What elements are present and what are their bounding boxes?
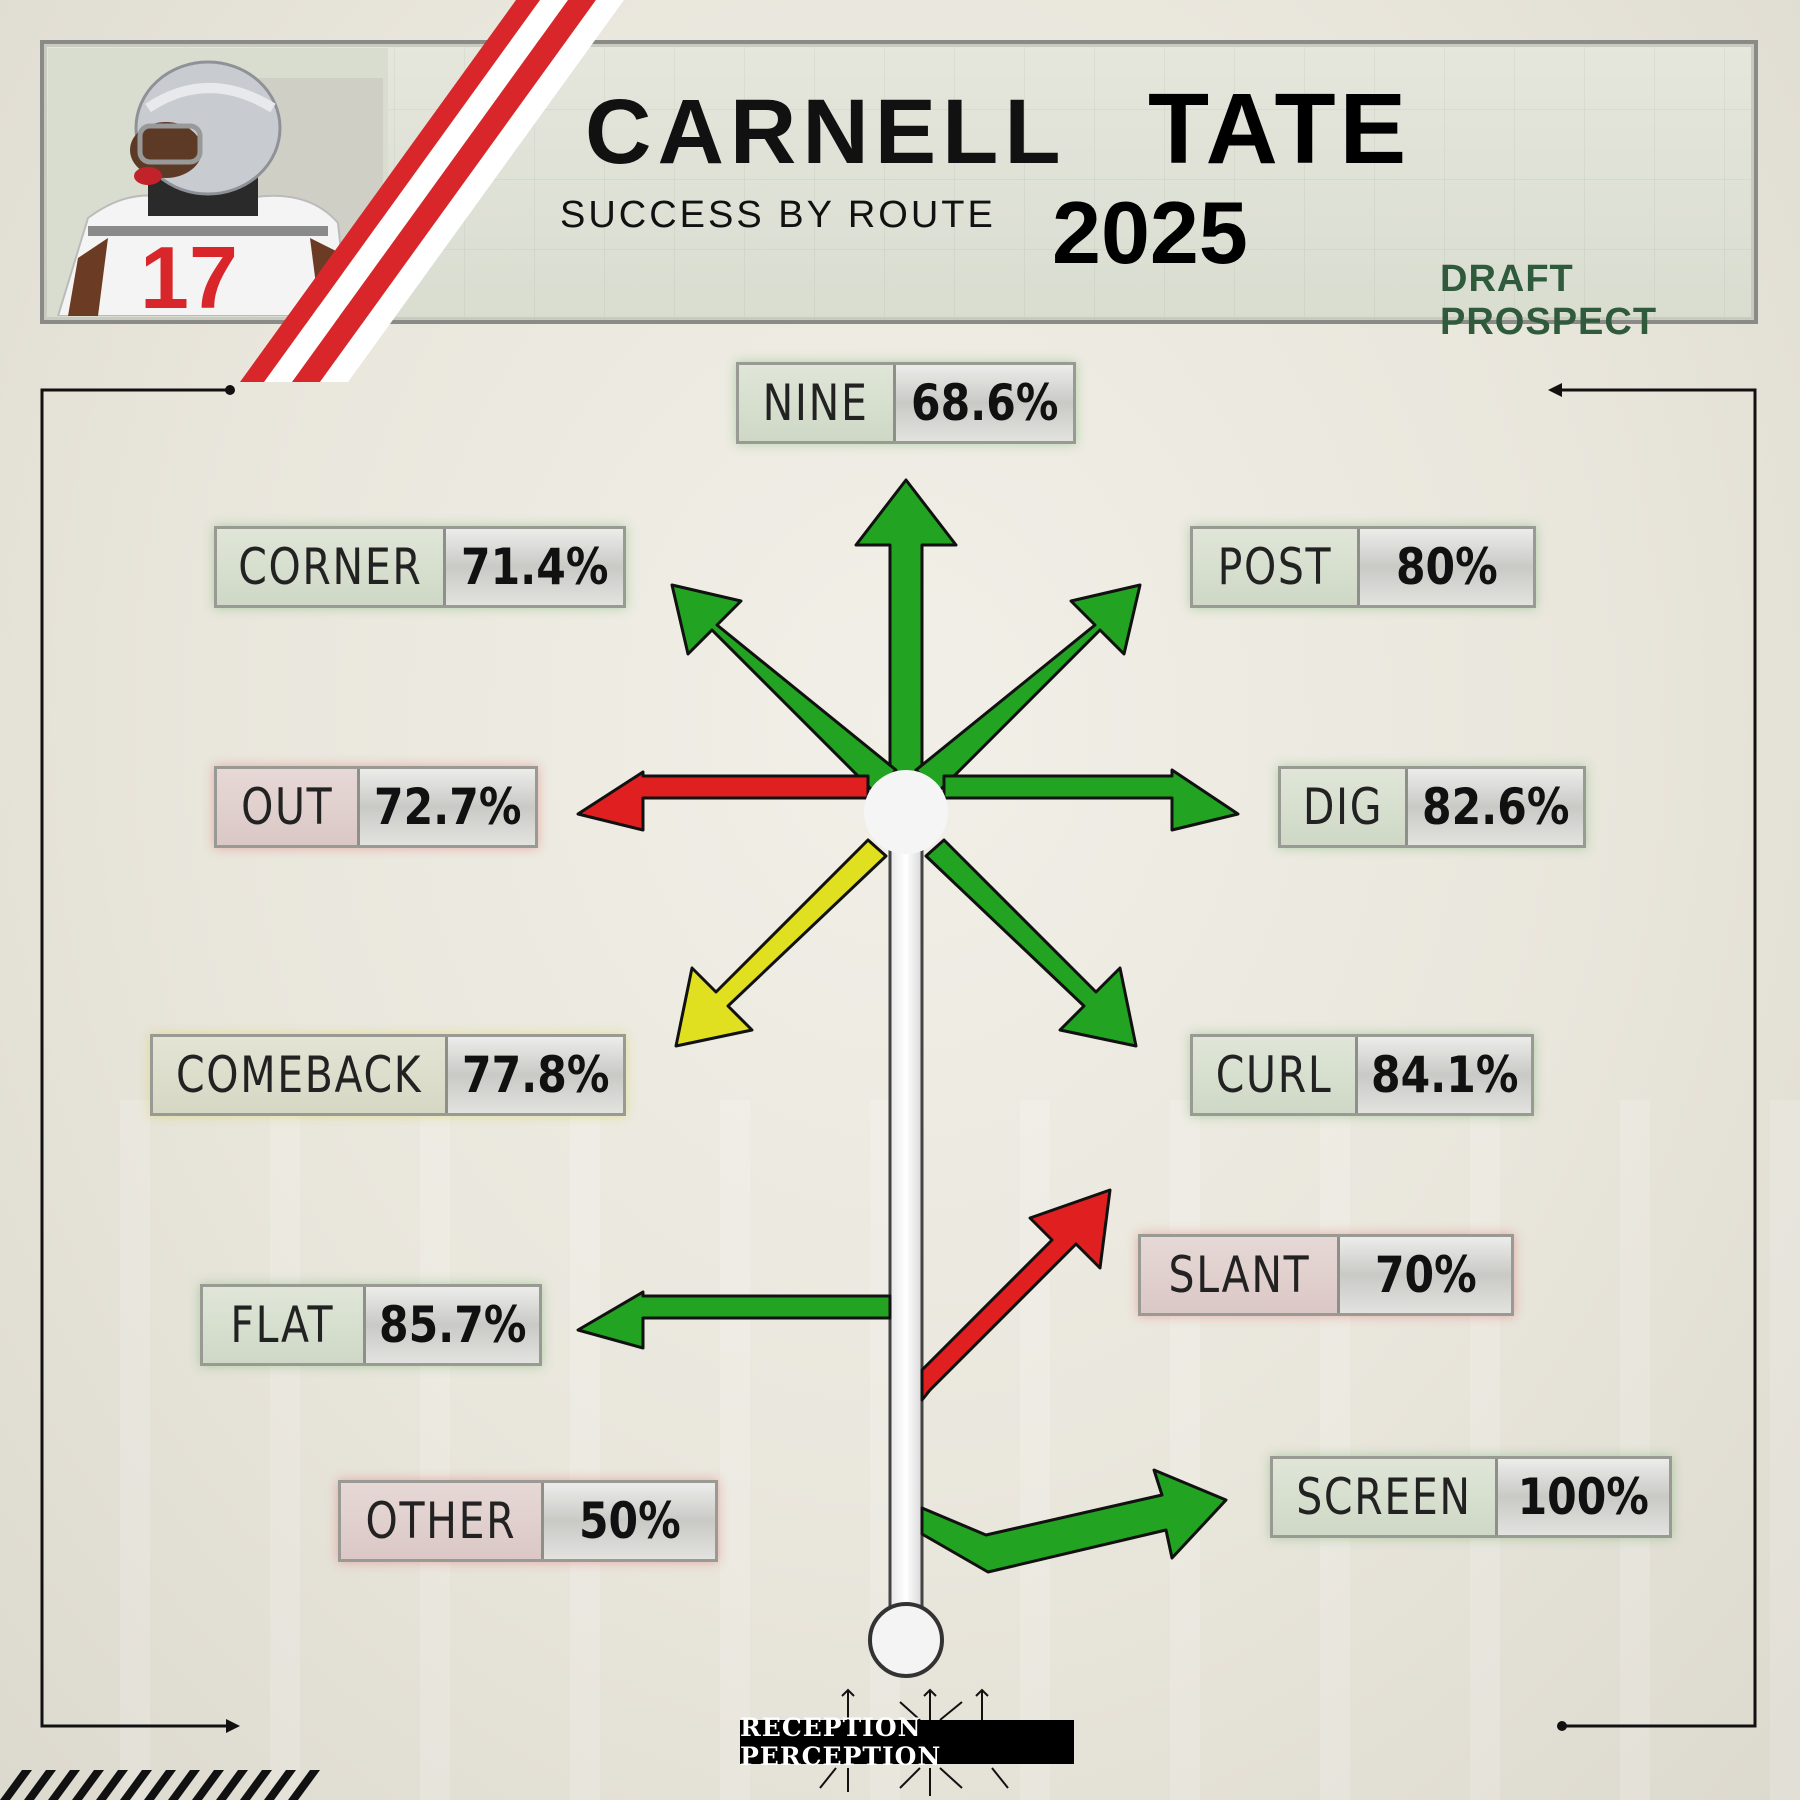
route-success-rate: 85.7% bbox=[378, 1296, 526, 1354]
route-name: COMEBACK bbox=[175, 1046, 423, 1104]
route-success-rate: 72.7% bbox=[373, 778, 522, 836]
route-label-out: OUT 72.7% bbox=[214, 766, 538, 848]
route-arrow-screen bbox=[920, 1468, 1228, 1574]
route-arrow-curl bbox=[924, 838, 1138, 1048]
player-first-name: CARNELL bbox=[585, 81, 1067, 183]
route-arrow-dig bbox=[942, 768, 1240, 832]
logo-route-arrows bbox=[819, 1688, 1009, 1796]
route-name: OUT bbox=[240, 778, 334, 836]
route-label-other: OTHER 50% bbox=[338, 1480, 718, 1562]
route-success-rate: 77.8% bbox=[461, 1046, 610, 1104]
route-name: DIG bbox=[1302, 778, 1384, 836]
route-arrow-out bbox=[576, 770, 870, 832]
route-label-corner: CORNER 71.4% bbox=[214, 526, 626, 608]
route-success-rate: 82.6% bbox=[1421, 778, 1570, 836]
chart-subtitle: SUCCESS BY ROUTE bbox=[560, 194, 996, 236]
route-name: SCREEN bbox=[1296, 1468, 1472, 1526]
player-last-name: TATE bbox=[1148, 73, 1411, 185]
route-label-flat: FLAT 85.7% bbox=[200, 1284, 542, 1366]
route-label-curl: CURL 84.1% bbox=[1190, 1034, 1534, 1116]
route-success-rate: 100% bbox=[1517, 1468, 1650, 1526]
route-label-screen: SCREEN 100% bbox=[1270, 1456, 1672, 1538]
route-arrow-post bbox=[914, 583, 1142, 794]
route-label-comeback: COMEBACK 77.8% bbox=[150, 1034, 626, 1116]
route-name: OTHER bbox=[365, 1492, 517, 1550]
route-success-rate: 50% bbox=[578, 1492, 681, 1550]
route-label-slant: SLANT 70% bbox=[1138, 1234, 1514, 1316]
route-label-nine: NINE 68.6% bbox=[736, 362, 1076, 444]
route-arrow-corner bbox=[670, 583, 898, 794]
reception-perception-logo: RECEPTION PERCEPTION bbox=[740, 1713, 1074, 1771]
route-start-dot bbox=[868, 1602, 944, 1678]
route-name: POST bbox=[1217, 538, 1333, 596]
route-arrow-comeback bbox=[674, 838, 888, 1048]
route-arrow-nine bbox=[854, 478, 958, 782]
route-success-rate: 68.6% bbox=[910, 374, 1059, 432]
route-label-post: POST 80% bbox=[1190, 526, 1536, 608]
route-success-rate: 71.4% bbox=[460, 538, 609, 596]
corner-hatching bbox=[0, 1770, 320, 1800]
route-success-rate: 80% bbox=[1395, 538, 1498, 596]
route-arrow-slant bbox=[920, 1188, 1112, 1402]
route-stem bbox=[888, 810, 924, 1634]
route-center-hub bbox=[864, 770, 948, 854]
svg-text:17: 17 bbox=[140, 228, 238, 316]
route-name: SLANT bbox=[1168, 1246, 1310, 1304]
route-success-rate: 70% bbox=[1374, 1246, 1477, 1304]
draft-prospect-tag: DRAFT PROSPECT bbox=[1440, 258, 1658, 343]
route-label-dig: DIG 82.6% bbox=[1278, 766, 1586, 848]
route-arrow-flat bbox=[576, 1290, 892, 1350]
route-name: CURL bbox=[1215, 1046, 1333, 1104]
header-diagonal-stripe bbox=[240, 0, 624, 382]
route-name: CORNER bbox=[237, 538, 423, 596]
route-success-rate: 84.1% bbox=[1370, 1046, 1518, 1104]
season-year: 2025 bbox=[1052, 183, 1248, 282]
route-name: NINE bbox=[763, 374, 869, 432]
route-name: FLAT bbox=[230, 1296, 335, 1354]
